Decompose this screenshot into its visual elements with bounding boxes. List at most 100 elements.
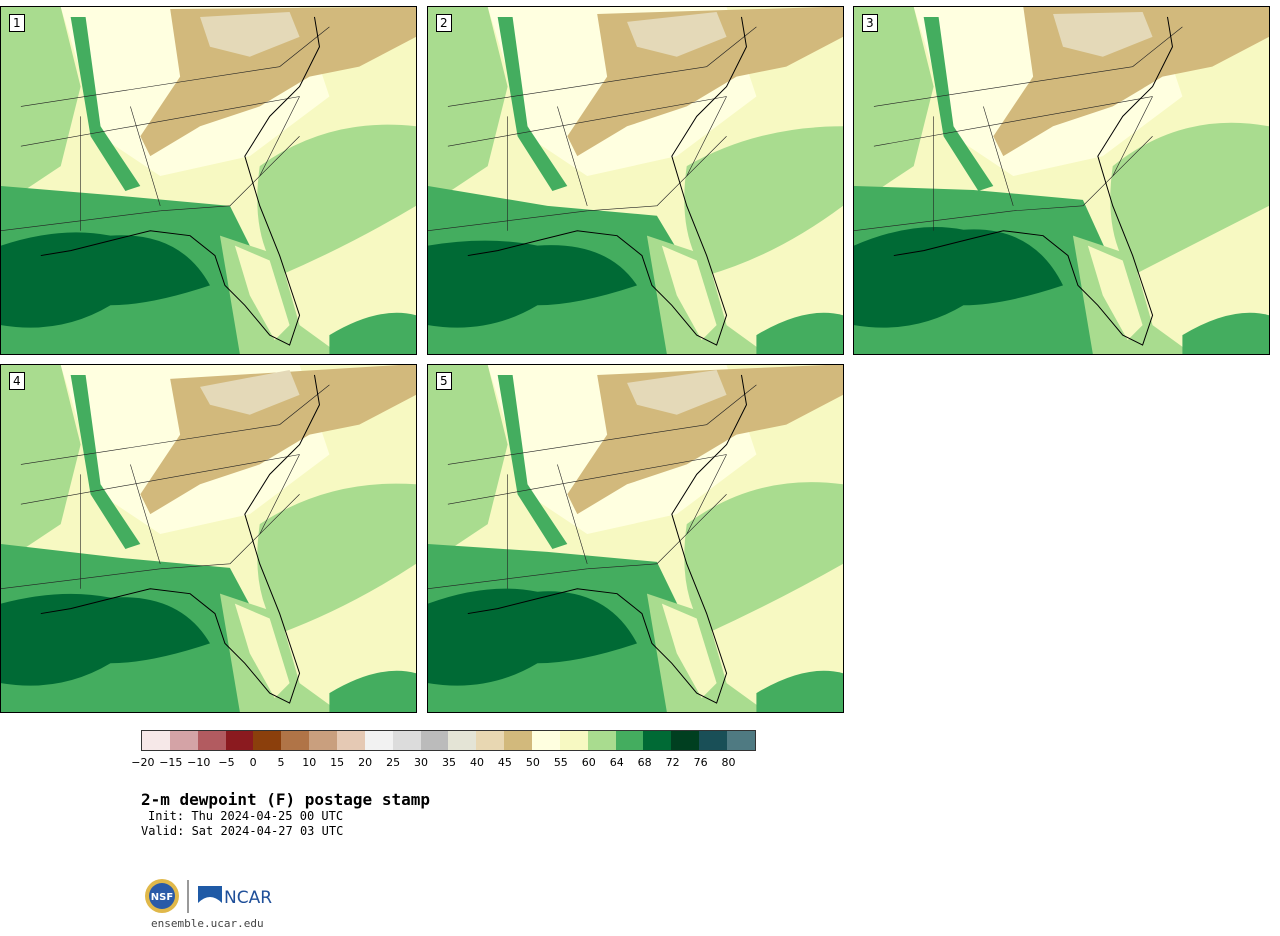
colorbar-ticks: −20 −15 −10 −5 0 5 10 15 20 25 30 35 40 45 50 55 60 64 68 7… xyxy=(131,756,771,770)
colorbar-tick-label: 72 xyxy=(665,756,680,769)
map-region xyxy=(1,593,210,686)
map-region xyxy=(854,7,934,206)
map-region xyxy=(257,483,416,634)
colorbar-swatch xyxy=(727,731,755,750)
ncar-logo: NCAR xyxy=(198,886,272,908)
colorbar-swatch xyxy=(420,731,449,750)
colorbar-tick-label: 55 xyxy=(553,756,568,769)
dewpoint-map xyxy=(854,7,1269,354)
valid-time: Valid: Sat 2024-04-27 03 UTC xyxy=(141,824,344,838)
panel-label: 1 xyxy=(9,14,25,32)
colorbar-tick-label: −10 xyxy=(187,756,211,769)
state-boundary xyxy=(873,26,1183,107)
colorbar-swatch xyxy=(364,731,393,750)
map-panel-1: 1 xyxy=(0,6,417,355)
map-region xyxy=(684,126,843,276)
map-panel-4: 4 xyxy=(0,364,417,713)
plot-title: 2-m dewpoint (F) postage stamp xyxy=(141,790,430,809)
colorbar-swatch xyxy=(142,731,170,750)
colorbar-tick-label: 60 xyxy=(581,756,596,769)
state-boundary xyxy=(873,96,1153,147)
colorbar-swatch xyxy=(337,731,365,750)
state-boundary xyxy=(447,454,727,505)
coastline xyxy=(467,16,747,346)
map-region xyxy=(661,245,717,341)
map-region xyxy=(661,603,717,699)
state-boundary xyxy=(229,494,300,565)
colorbar-swatch xyxy=(615,731,644,750)
state-boundary xyxy=(20,384,330,465)
colorbar-tick-label: 15 xyxy=(330,756,345,769)
map-region xyxy=(684,482,843,634)
colorbar-tick-label: 30 xyxy=(414,756,429,769)
colorbar-swatch xyxy=(532,731,560,750)
map-region xyxy=(257,124,416,276)
map-region xyxy=(497,374,568,549)
state-boundary xyxy=(587,205,657,212)
colorbar-tick-label: −15 xyxy=(159,756,183,769)
map-region xyxy=(497,16,568,191)
map-region xyxy=(627,369,727,415)
dewpoint-map xyxy=(1,7,416,354)
colorbar xyxy=(141,730,756,751)
state-boundary xyxy=(1,210,161,232)
map-region xyxy=(1,232,210,328)
map-region xyxy=(1053,11,1153,57)
colorbar-swatch xyxy=(309,731,338,750)
state-boundary xyxy=(557,464,588,564)
coastline xyxy=(40,374,320,704)
colorbar-tick-label: 35 xyxy=(442,756,456,769)
map-region xyxy=(1110,122,1269,276)
colorbar-tick-label: 68 xyxy=(637,756,652,769)
panel-label: 5 xyxy=(436,372,452,390)
map-panel-5: 5 xyxy=(427,364,844,713)
map-region xyxy=(923,16,994,191)
map-region xyxy=(428,7,508,206)
colorbar-swatch xyxy=(587,731,616,750)
panel-label: 4 xyxy=(9,372,25,390)
state-boundary xyxy=(557,106,588,206)
colorbar-tick-label: 76 xyxy=(693,756,708,769)
map-region xyxy=(1,365,81,564)
map-region xyxy=(428,240,637,328)
state-boundary xyxy=(447,96,727,147)
colorbar-swatch xyxy=(281,731,310,750)
map-region xyxy=(329,670,416,712)
state-boundary xyxy=(20,26,330,107)
coastline xyxy=(893,16,1173,346)
dewpoint-map xyxy=(428,365,843,712)
map-region xyxy=(756,670,843,712)
panel-label: 3 xyxy=(862,14,878,32)
state-boundary xyxy=(428,568,588,590)
map-region xyxy=(854,226,1063,328)
state-boundary xyxy=(130,464,161,564)
colorbar-tick-label: 50 xyxy=(525,756,540,769)
init-time: Init: Thu 2024-04-25 00 UTC xyxy=(148,809,344,823)
map-region xyxy=(200,11,300,57)
state-boundary xyxy=(447,384,757,465)
map-panel-3: 3 xyxy=(853,6,1270,355)
colorbar-swatch xyxy=(253,731,282,750)
map-region xyxy=(234,245,290,341)
nsf-logo-text: NSF xyxy=(151,892,173,903)
colorbar-swatch xyxy=(504,731,533,750)
colorbar-tick-label: 0 xyxy=(249,756,257,769)
colorbar-swatch xyxy=(197,731,226,750)
dewpoint-map xyxy=(1,365,416,712)
site-url: ensemble.ucar.edu xyxy=(151,917,264,930)
map-region xyxy=(428,365,508,564)
map-region xyxy=(234,603,290,699)
logos: NSF NCAR xyxy=(144,877,284,917)
state-boundary xyxy=(1,568,161,590)
map-region xyxy=(1,7,81,206)
state-boundary xyxy=(854,210,1014,232)
map-panel-2: 2 xyxy=(427,6,844,355)
state-boundary xyxy=(1112,96,1153,177)
nsf-logo: NSF xyxy=(145,879,179,913)
map-region xyxy=(329,312,416,354)
colorbar-swatch xyxy=(699,731,728,750)
colorbar-tick-label: 40 xyxy=(469,756,484,769)
state-boundary xyxy=(259,96,300,177)
dewpoint-map xyxy=(428,7,843,354)
state-boundary xyxy=(20,96,300,147)
